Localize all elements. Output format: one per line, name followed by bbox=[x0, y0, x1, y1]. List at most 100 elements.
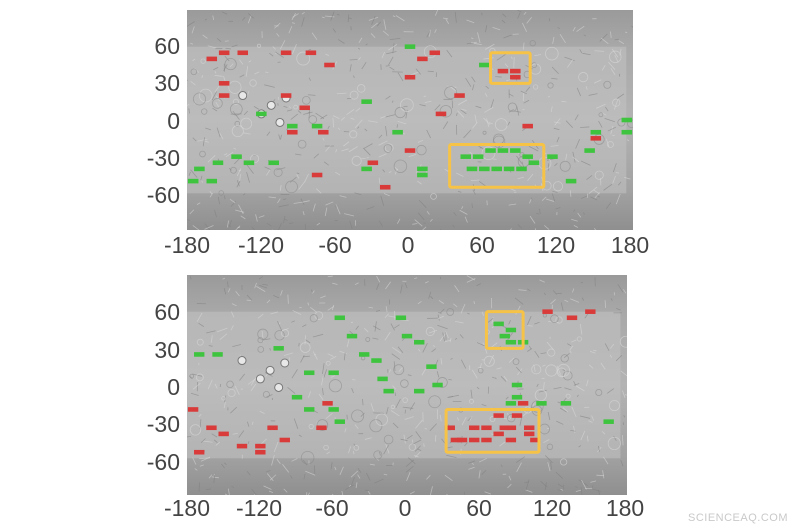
x-tick-label: -120 bbox=[235, 495, 283, 521]
positive-cell bbox=[621, 129, 633, 135]
positive-cell bbox=[417, 172, 428, 178]
negative-cell bbox=[505, 437, 517, 443]
analysis-band bbox=[187, 311, 621, 459]
positive-cell bbox=[511, 394, 523, 400]
positive-cell bbox=[499, 333, 510, 339]
x-tick-label: 0 bbox=[401, 232, 415, 258]
positive-cell bbox=[432, 382, 443, 388]
positive-cell bbox=[536, 401, 547, 406]
highlight-box bbox=[448, 142, 546, 189]
x-tick-label: -60 bbox=[318, 232, 352, 258]
negative-cell bbox=[481, 425, 492, 431]
positive-cell bbox=[485, 148, 496, 153]
y-tick-label: 30 bbox=[154, 70, 180, 96]
positive-cell bbox=[194, 352, 205, 357]
terrain-texture bbox=[187, 10, 633, 230]
negative-cell bbox=[218, 81, 230, 86]
negative-cell bbox=[206, 56, 218, 62]
positive-cell bbox=[414, 388, 425, 394]
x-tick-label: 60 bbox=[466, 495, 492, 521]
negative-cell bbox=[481, 437, 492, 443]
x-tick-label: 120 bbox=[536, 232, 576, 258]
negative-cell bbox=[454, 93, 465, 98]
analysis-band bbox=[187, 46, 627, 194]
positive-cell bbox=[584, 148, 595, 153]
negative-cell bbox=[318, 129, 329, 135]
positive-cell bbox=[401, 333, 413, 339]
positive-cell bbox=[460, 154, 472, 159]
positive-cell bbox=[505, 327, 517, 333]
y-tick-label: 60 bbox=[154, 33, 180, 59]
negative-cell bbox=[444, 425, 455, 431]
positive-cell bbox=[187, 178, 199, 184]
negative-cell bbox=[367, 160, 379, 166]
negative-cell bbox=[194, 449, 205, 455]
watermark: SCIENCEAQ.COM bbox=[687, 512, 788, 524]
positive-cell bbox=[491, 166, 502, 172]
negative-cell bbox=[255, 443, 266, 449]
negative-cell bbox=[450, 437, 462, 443]
positive-cell bbox=[426, 364, 437, 369]
positive-cell bbox=[346, 333, 358, 339]
y-tick-label: -30 bbox=[146, 411, 180, 437]
positive-cell bbox=[497, 148, 509, 153]
negative-cell bbox=[469, 437, 480, 443]
negative-cell bbox=[510, 74, 521, 80]
negative-cell bbox=[206, 425, 217, 431]
positive-cell bbox=[565, 178, 577, 184]
positive-cell bbox=[472, 154, 484, 159]
negative-cell bbox=[255, 449, 266, 455]
negative-cell bbox=[510, 68, 521, 74]
negative-cell bbox=[469, 425, 480, 431]
negative-cell bbox=[218, 431, 229, 437]
negative-cell bbox=[236, 443, 248, 449]
negative-cell bbox=[493, 413, 504, 418]
negative-cell bbox=[305, 50, 317, 56]
positive-cell bbox=[493, 321, 504, 327]
mars-map-bottom bbox=[187, 275, 627, 495]
positive-cell bbox=[212, 352, 223, 357]
negative-cell bbox=[517, 401, 529, 406]
negative-cell bbox=[511, 413, 523, 418]
terrain-texture bbox=[187, 275, 627, 495]
positive-cell bbox=[505, 401, 517, 406]
x-tick-label: 180 bbox=[610, 232, 650, 258]
positive-cell bbox=[414, 339, 425, 345]
negative-cell bbox=[187, 407, 199, 412]
positive-cell bbox=[404, 44, 416, 49]
positive-cell bbox=[194, 166, 205, 172]
positive-cell bbox=[273, 346, 284, 351]
negative-cell bbox=[299, 105, 310, 111]
x-tick-label: -120 bbox=[237, 232, 285, 258]
positive-cell bbox=[522, 154, 533, 159]
positive-cell bbox=[359, 352, 370, 357]
positive-cell bbox=[231, 154, 242, 159]
y-tick-label: 0 bbox=[167, 108, 180, 134]
positive-cell bbox=[466, 166, 478, 172]
positive-cell bbox=[328, 370, 339, 376]
negative-cell bbox=[279, 437, 290, 443]
positive-cell bbox=[417, 166, 428, 172]
positive-cell bbox=[304, 407, 315, 412]
positive-cell bbox=[371, 358, 382, 363]
negative-cell bbox=[456, 437, 468, 443]
negative-cell bbox=[316, 425, 327, 431]
negative-cell bbox=[379, 184, 391, 190]
mars-map-top bbox=[187, 10, 633, 230]
x-tick-label: 180 bbox=[605, 495, 645, 521]
negative-cell bbox=[524, 425, 535, 431]
y-tick-label: -60 bbox=[146, 182, 180, 208]
positive-cell bbox=[334, 419, 345, 424]
positive-cell bbox=[479, 62, 490, 68]
positive-cell bbox=[528, 160, 540, 166]
negative-cell bbox=[322, 401, 333, 406]
negative-cell bbox=[530, 437, 541, 443]
negative-cell bbox=[435, 111, 447, 117]
negative-cell bbox=[324, 62, 335, 68]
positive-cell bbox=[603, 419, 614, 424]
negative-cell bbox=[267, 425, 278, 431]
positive-cell bbox=[590, 129, 602, 135]
y-tick-label: -60 bbox=[146, 449, 180, 475]
negative-cell bbox=[590, 136, 602, 141]
x-tick-label: -180 bbox=[163, 232, 211, 258]
